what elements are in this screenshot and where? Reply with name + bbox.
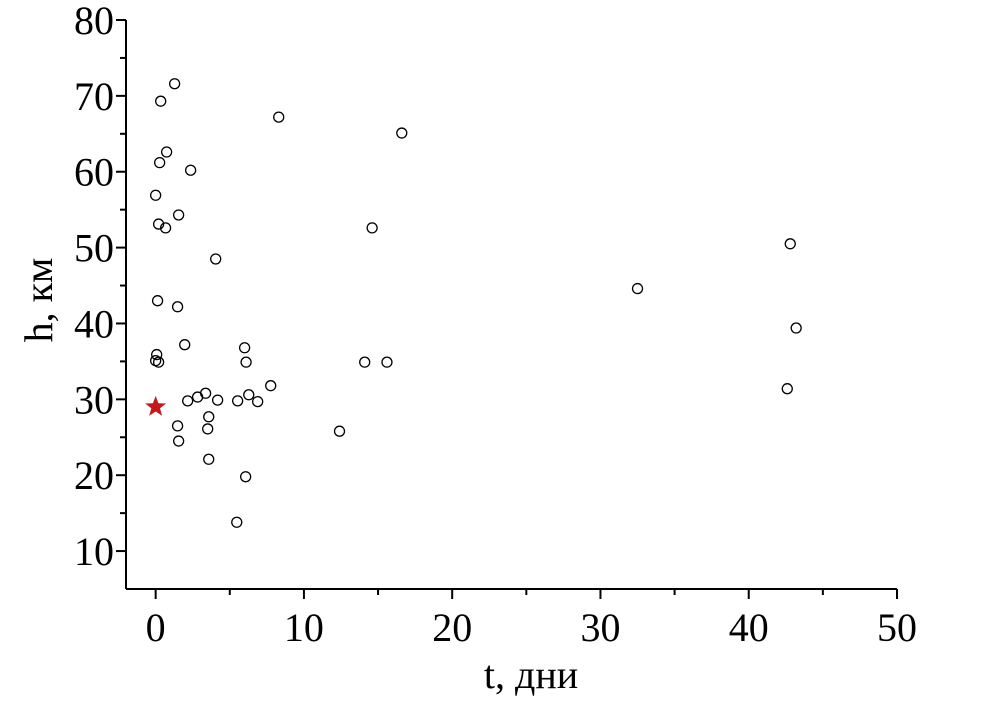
x-tick-label: 10 bbox=[284, 605, 324, 650]
scatter-point bbox=[231, 516, 243, 528]
scatter-point bbox=[151, 295, 164, 307]
scatter-point bbox=[155, 95, 167, 107]
scatter-point bbox=[396, 127, 408, 139]
y-axis-label: h, км bbox=[16, 258, 61, 343]
scatter-point bbox=[359, 356, 371, 368]
scatter-point bbox=[333, 425, 346, 437]
y-tick-label: 80 bbox=[74, 0, 114, 43]
x-tick-label: 40 bbox=[729, 605, 769, 650]
scatter-point bbox=[203, 411, 215, 423]
scatter-point bbox=[159, 222, 172, 234]
y-tick-label: 60 bbox=[74, 150, 114, 195]
scatter-point bbox=[150, 189, 162, 201]
scatter-point bbox=[171, 301, 184, 313]
scatter-point bbox=[211, 394, 224, 406]
scatter-point bbox=[273, 111, 285, 123]
scatter-point bbox=[784, 238, 796, 250]
scatter-point bbox=[191, 391, 204, 403]
y-tick-label: 30 bbox=[74, 377, 114, 422]
scatter-point bbox=[231, 395, 244, 407]
scatter-point bbox=[172, 209, 185, 221]
scatter-point bbox=[238, 342, 251, 354]
scatter-point bbox=[243, 389, 255, 401]
scatter-point bbox=[152, 218, 165, 230]
x-tick-label: 50 bbox=[877, 605, 917, 650]
scatter-point bbox=[210, 253, 222, 265]
scatter-point bbox=[202, 423, 214, 435]
scatter-point bbox=[179, 339, 191, 351]
scatter-point bbox=[240, 471, 252, 483]
scatter-point bbox=[182, 395, 194, 407]
x-axis-label: t, дни bbox=[484, 652, 578, 697]
x-tick-label: 20 bbox=[432, 605, 472, 650]
scatter-point bbox=[168, 78, 181, 90]
x-tick-label: 0 bbox=[146, 605, 166, 650]
y-tick-label: 10 bbox=[74, 529, 114, 574]
y-tick-label: 70 bbox=[74, 74, 114, 119]
scatter-point bbox=[781, 383, 793, 395]
scatter-point bbox=[265, 380, 277, 392]
y-tick-label: 40 bbox=[74, 301, 114, 346]
x-tick-label: 30 bbox=[580, 605, 620, 650]
scatter-point bbox=[154, 156, 166, 169]
y-tick-label: 50 bbox=[74, 226, 114, 271]
scatter-point bbox=[152, 356, 165, 368]
star-point bbox=[145, 395, 167, 416]
scatter-point bbox=[366, 222, 378, 234]
scatter-point bbox=[240, 356, 252, 368]
y-tick-label: 20 bbox=[74, 453, 114, 498]
scatter-point bbox=[184, 164, 197, 176]
scatter-point bbox=[252, 395, 264, 408]
scatter-point bbox=[151, 348, 163, 361]
scatter-point bbox=[172, 435, 185, 447]
scatter-point bbox=[631, 282, 644, 295]
scatter-point bbox=[203, 453, 215, 465]
scatter-point bbox=[790, 322, 802, 334]
scatter-point bbox=[171, 420, 184, 432]
scatter-point bbox=[160, 146, 173, 158]
scatter-point bbox=[381, 356, 393, 368]
